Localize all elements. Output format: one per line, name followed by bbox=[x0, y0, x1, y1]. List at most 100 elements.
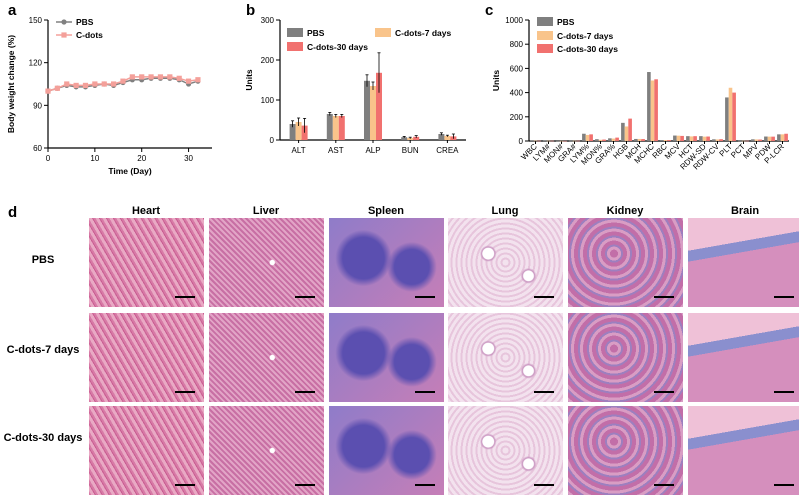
panel-letter-d: d bbox=[8, 204, 18, 221]
bar-c-dots-7-days bbox=[663, 140, 668, 141]
data-point-cdots bbox=[120, 78, 126, 84]
bar-c-dots-30-days bbox=[641, 139, 645, 141]
bar-c-dots-7-days bbox=[728, 87, 733, 141]
bar-pbs bbox=[326, 114, 333, 140]
data-point-cdots bbox=[195, 77, 201, 83]
legend-marker bbox=[61, 19, 67, 25]
bar-pbs bbox=[530, 140, 534, 142]
scale-bar bbox=[175, 391, 195, 393]
bar-c-dots-30-days bbox=[576, 140, 580, 142]
scale-bar bbox=[774, 391, 794, 393]
bar-c-dots-7-days bbox=[702, 136, 707, 141]
scale-bar bbox=[534, 484, 554, 486]
row-header: PBS bbox=[31, 254, 55, 266]
histology-image-spleen bbox=[329, 313, 444, 402]
y-tick-label: 0 bbox=[519, 137, 524, 146]
scale-bar bbox=[774, 296, 794, 298]
bar-c-dots-30-days bbox=[537, 140, 541, 142]
scale-bar bbox=[295, 484, 315, 486]
bar-c-dots-30-days bbox=[667, 140, 671, 141]
y-tick-label: 120 bbox=[29, 59, 43, 68]
bar-pbs bbox=[543, 140, 547, 142]
bar-c-dots-7-days bbox=[332, 116, 339, 140]
legend-label: C-dots-30 days bbox=[557, 44, 618, 54]
bar-c-dots-30-days bbox=[628, 118, 632, 141]
histology-image-kidney bbox=[568, 218, 683, 307]
bar-pbs bbox=[401, 137, 408, 140]
data-point-cdots bbox=[45, 88, 51, 94]
y-tick-label: 0 bbox=[270, 136, 275, 145]
bar-c-dots-7-days bbox=[598, 139, 603, 141]
scale-bar bbox=[415, 391, 435, 393]
bar-pbs bbox=[777, 134, 781, 141]
bar-c-dots-7-days bbox=[572, 140, 577, 142]
legend-label: PBS bbox=[76, 17, 94, 27]
legend-swatch bbox=[537, 31, 553, 40]
bar-c-dots-30-days bbox=[602, 139, 606, 141]
bar-c-dots-30-days bbox=[719, 139, 723, 141]
legend-marker bbox=[61, 32, 67, 38]
bar-pbs bbox=[582, 133, 586, 141]
scale-bar bbox=[654, 391, 674, 393]
histology-image-lung bbox=[448, 406, 563, 495]
y-tick-label: 1000 bbox=[505, 16, 523, 25]
y-tick-label: 800 bbox=[510, 40, 524, 49]
histology-image-heart bbox=[89, 218, 204, 307]
bar-c-dots-30-days bbox=[732, 92, 736, 141]
histology-image-kidney bbox=[568, 313, 683, 402]
column-header-heart: Heart bbox=[131, 205, 161, 217]
bar-c-dots-30-days bbox=[376, 72, 382, 140]
bar-c-dots-30-days bbox=[680, 135, 684, 141]
bar-pbs bbox=[660, 140, 664, 141]
histology-image-brain bbox=[688, 218, 799, 307]
bar-pbs bbox=[595, 139, 599, 141]
bar-pbs bbox=[764, 136, 768, 141]
x-tick-label: 30 bbox=[184, 154, 193, 163]
scale-bar bbox=[774, 484, 794, 486]
x-tick-label: 20 bbox=[137, 154, 146, 163]
column-header-liver: Liver bbox=[252, 205, 280, 217]
bar-c-dots-7-days bbox=[650, 80, 655, 141]
bar-c-dots-30-days bbox=[563, 140, 567, 142]
row-header: C-dots-30 days bbox=[3, 432, 83, 444]
data-point-cdots bbox=[73, 82, 79, 89]
bar-pbs bbox=[647, 72, 651, 141]
panel-letter-b: b bbox=[246, 2, 256, 19]
bar-pbs bbox=[438, 134, 445, 140]
scale-bar bbox=[654, 296, 674, 298]
legend-label: C-dots bbox=[76, 30, 103, 40]
chart-b-biochemistry: 0 100 200 300 Units ALT AST ALP BUN CREA PBS C-dots… bbox=[244, 16, 466, 155]
bar-c-dots-30-days bbox=[745, 140, 749, 142]
histology-image-liver bbox=[209, 218, 324, 307]
data-point-cdots bbox=[82, 82, 89, 89]
row-header: C-dots-7 days bbox=[6, 344, 80, 356]
bar-c-dots-7-days bbox=[767, 136, 772, 141]
legend-swatch bbox=[537, 17, 553, 26]
data-point-cdots bbox=[185, 78, 192, 84]
data-point-cdots bbox=[129, 74, 135, 80]
bar-c-dots-7-days bbox=[741, 140, 746, 142]
bar-c-dots-7-days bbox=[754, 139, 759, 141]
histology-image-heart bbox=[89, 406, 204, 495]
panel-letter-c: c bbox=[485, 2, 494, 19]
scale-bar bbox=[175, 484, 195, 486]
histology-image-spleen bbox=[329, 218, 444, 307]
bar-c-dots-7-days bbox=[546, 140, 551, 142]
data-point-cdots bbox=[176, 75, 182, 81]
bar-pbs bbox=[569, 140, 573, 142]
scale-bar bbox=[415, 296, 435, 298]
legend-swatch bbox=[375, 28, 391, 37]
bar-pbs bbox=[621, 122, 625, 141]
scale-bar bbox=[175, 296, 195, 298]
bar-c-dots-30-days bbox=[758, 139, 762, 141]
legend-label: PBS bbox=[307, 28, 325, 38]
bar-pbs bbox=[738, 140, 742, 142]
bar-c-dots-7-days bbox=[407, 138, 414, 140]
data-point-cdots bbox=[148, 74, 154, 80]
bar-c-dots-7-days bbox=[370, 86, 376, 140]
y-tick-label: 600 bbox=[510, 64, 524, 73]
y-tick-label: 90 bbox=[33, 101, 42, 110]
scale-bar bbox=[295, 391, 315, 393]
x-tick-label: BUN bbox=[402, 146, 419, 155]
bar-c-dots-7-days bbox=[533, 140, 538, 142]
